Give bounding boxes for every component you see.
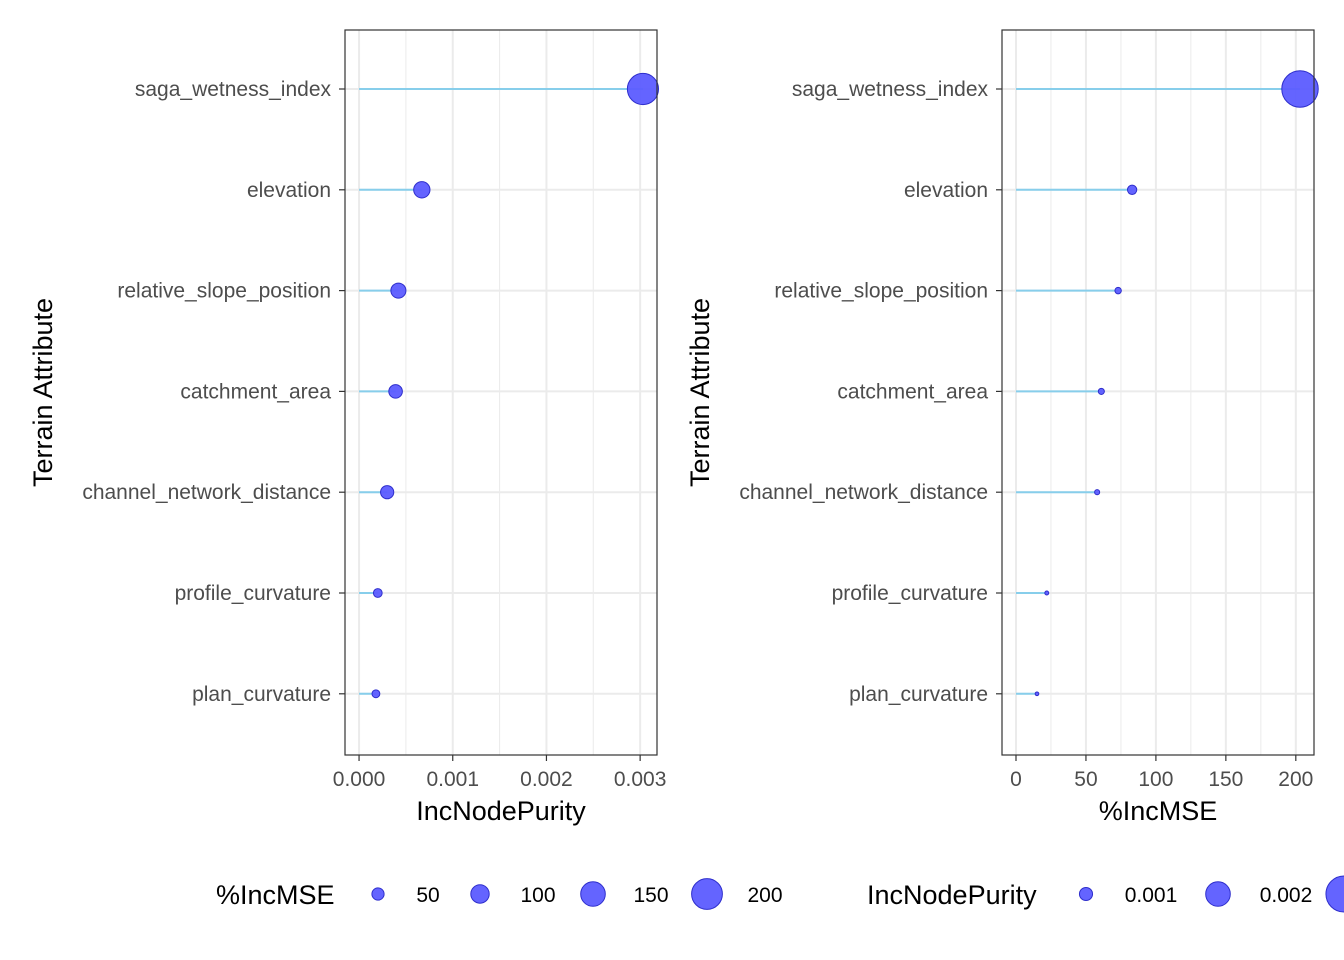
legend-title: %IncMSE [216,880,335,910]
legend-label: 150 [633,884,668,907]
legend-label: 200 [747,884,782,907]
legend-label: 0.002 [1260,884,1313,907]
data-point [1044,590,1050,596]
data-point [388,384,403,399]
chart-panel-2: saga_wetness_index elevation relative_slop… [685,29,1344,913]
x-tick-label: 50 [1074,768,1097,791]
legend-key [371,887,385,901]
y-tick-label: plan_curvature [849,683,988,706]
y-tick-label: relative_slope_position [774,280,988,303]
y-tick-label: catchment_area [180,380,331,403]
x-tick-label: 100 [1138,768,1173,791]
y-tick-label: profile_curvature [175,582,331,605]
data-point [1126,184,1138,195]
data-point [1094,489,1101,496]
legend-label: 0.001 [1125,884,1178,907]
legend-key [1078,886,1094,902]
x-tick-label: 0.003 [614,768,667,791]
x-tick-label: 0 [1010,768,1022,791]
legend-key [580,881,606,907]
y-tick-label: saga_wetness_index [792,78,989,101]
panel-background [1002,30,1314,755]
data-point [1114,286,1122,295]
data-point [371,689,381,699]
panel-border [1001,29,1315,756]
size-legend-1: %IncMSE 50 100 150 200 [216,878,783,910]
x-tick-label: 150 [1208,768,1243,791]
data-point [372,588,383,598]
data-point [1097,387,1105,395]
data-point [390,282,407,299]
y-tick-label: saga_wetness_index [135,78,332,101]
x-axis-title: IncNodePurity [416,796,586,826]
legend-key [470,884,490,904]
y-tick-label: profile_curvature [832,582,988,605]
x-tick-label: 0.002 [520,768,573,791]
y-tick-label: plan_curvature [192,683,331,706]
data-point [1034,691,1040,697]
y-axis-title: Terrain Attribute [685,298,715,487]
y-tick-label: elevation [247,179,331,202]
legend-key [691,878,723,910]
x-tick-label: 200 [1278,768,1313,791]
y-tick-label: relative_slope_position [117,280,331,303]
x-axis-title: %IncMSE [1099,796,1218,826]
x-tick-label: 0.000 [333,768,386,791]
data-point [1281,70,1319,108]
legend-label: 50 [416,884,439,907]
data-point [626,72,660,106]
y-tick-label: elevation [904,179,988,202]
y-axis-title: Terrain Attribute [28,298,58,487]
y-tick-label: channel_network_distance [82,481,331,504]
size-legend-2: IncNodePurity 0.001 0.002 [867,875,1344,913]
chart-panel-1: saga_wetness_index elevation relative_slop… [28,29,783,910]
x-tick-label: 0.001 [426,768,479,791]
y-tick-label: channel_network_distance [739,481,988,504]
legend-key [1205,881,1231,907]
panel-border [344,29,658,756]
y-tick-label: catchment_area [837,380,988,403]
legend-key [1325,875,1344,913]
legend-title: IncNodePurity [867,880,1037,910]
data-point [413,181,431,199]
data-point [380,485,395,500]
legend-label: 100 [520,884,555,907]
